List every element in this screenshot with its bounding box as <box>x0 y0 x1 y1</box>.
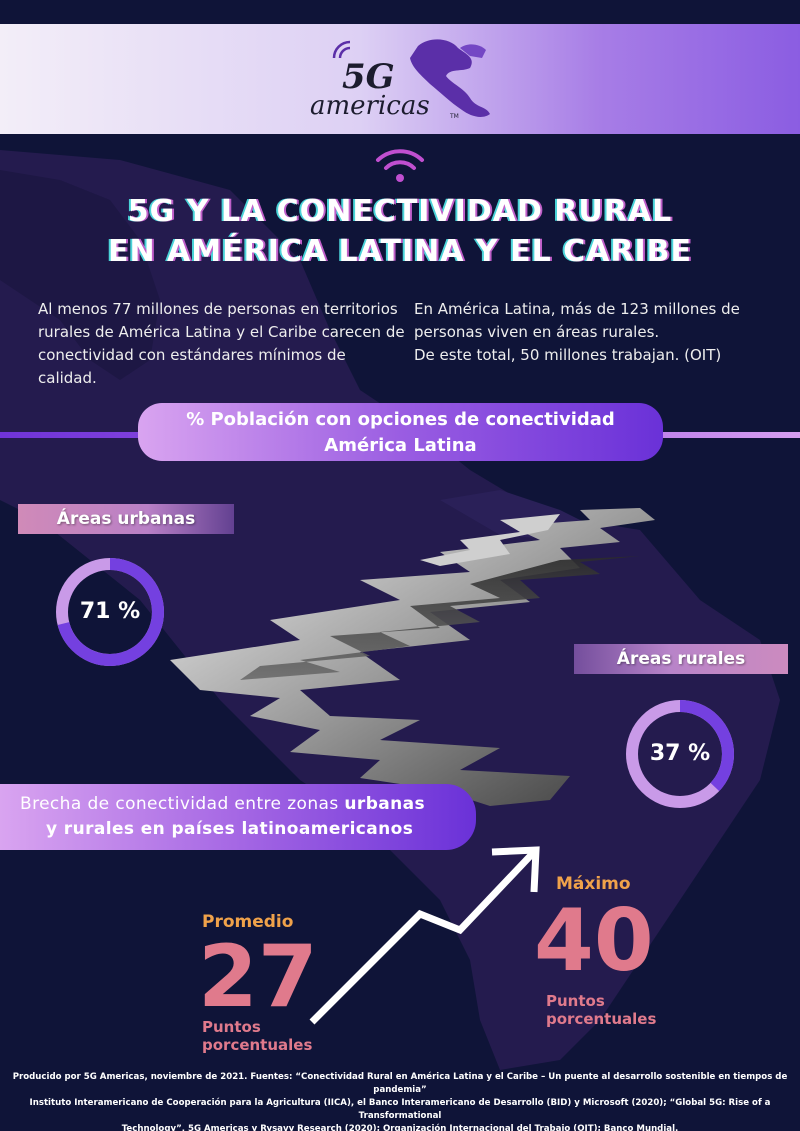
average-unit: Puntos porcentuales <box>202 1018 312 1054</box>
average-unit-line-1: Puntos <box>202 1018 261 1036</box>
signal-waves-icon <box>332 40 351 59</box>
rural-areas-label: Áreas rurales <box>574 644 788 674</box>
svg-text:americas: americas <box>310 91 430 121</box>
header-band <box>0 24 800 134</box>
urban-percent-value: 71 % <box>79 599 141 624</box>
rural-donut-fill <box>626 700 734 808</box>
gap-banner: Brecha de conectividad entre zonas urban… <box>0 784 476 850</box>
rural-donut-svg <box>626 700 734 808</box>
max-value: 40 <box>534 891 654 991</box>
intro-right-line-1: En América Latina, más de 123 millones d… <box>414 300 740 341</box>
5g-americas-logo: 5G americas TM <box>310 39 490 121</box>
urban-donut-svg <box>56 558 164 666</box>
rural-donut-chart: 37 % <box>620 694 740 814</box>
gap-banner-bold: urbanas <box>344 794 426 814</box>
svg-text:TM: TM <box>449 113 459 120</box>
page-title: 5G Y LA CONECTIVIDAD RURAL EN AMÉRICA LA… <box>0 192 800 272</box>
gap-banner-line-2: y rurales en países latinoamericanos <box>46 819 414 839</box>
average-value: 27 <box>198 927 318 1027</box>
max-unit-line-1: Puntos <box>546 992 605 1010</box>
section-title-line-2: América Latina <box>324 435 477 456</box>
average-unit-line-2: porcentuales <box>202 1036 313 1054</box>
section-title-line-1: % Población con opciones de conectividad <box>186 409 615 430</box>
intro-right-line-2: De este total, 50 millones trabajan. (OI… <box>414 346 722 364</box>
svg-text:5G: 5G <box>342 57 395 97</box>
title-line-2: EN AMÉRICA LATINA Y EL CARIBE <box>107 234 693 269</box>
gap-banner-prefix: Brecha de conectividad entre zonas <box>20 794 345 814</box>
intro-right-text: En América Latina, más de 123 millones d… <box>414 298 764 367</box>
max-unit-line-2: porcentuales <box>546 1010 657 1028</box>
section-title-pill: % Población con opciones de conectividad… <box>138 403 663 461</box>
sources-footer: Producido por 5G Americas, noviembre de … <box>0 1071 800 1131</box>
average-label: Promedio <box>202 912 294 932</box>
title-line-1: 5G Y LA CONECTIVIDAD RURAL <box>127 194 673 229</box>
urban-donut-fill <box>56 558 164 666</box>
intro-left-text: Al menos 77 millones de personas en terr… <box>38 300 405 387</box>
max-label: Máximo <box>556 874 631 894</box>
max-unit: Puntos porcentuales <box>546 992 656 1028</box>
urban-donut-chart: 71 % <box>50 552 170 672</box>
rural-percent-value: 37 % <box>649 741 711 766</box>
footer-line-3: Technology”, 5G Americas y Rysavy Resear… <box>121 1124 679 1131</box>
footer-line-1: Producido por 5G Americas, noviembre de … <box>12 1072 788 1095</box>
wifi-icon <box>376 149 424 182</box>
footer-line-2: Instituto Interamericano de Cooperación … <box>29 1098 771 1121</box>
urban-areas-label: Áreas urbanas <box>18 504 234 534</box>
